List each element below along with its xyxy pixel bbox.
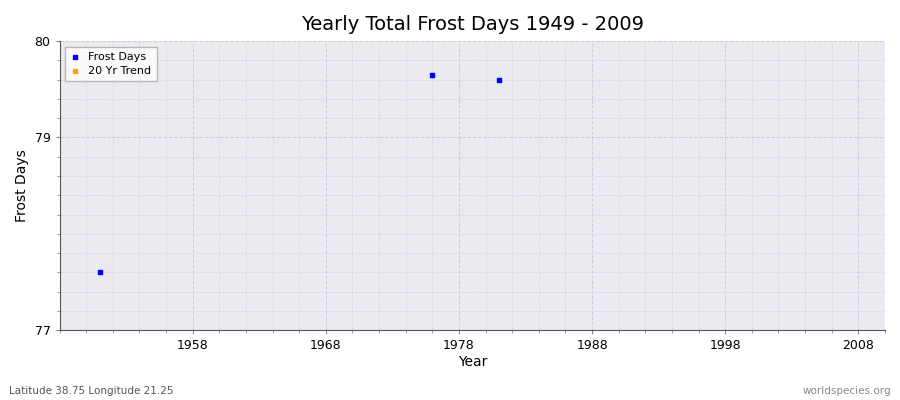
Legend: Frost Days, 20 Yr Trend: Frost Days, 20 Yr Trend bbox=[65, 47, 158, 81]
Title: Yearly Total Frost Days 1949 - 2009: Yearly Total Frost Days 1949 - 2009 bbox=[301, 15, 644, 34]
Frost Days bbox=[425, 72, 439, 78]
Text: worldspecies.org: worldspecies.org bbox=[803, 386, 891, 396]
Frost Days bbox=[491, 76, 506, 83]
Text: Latitude 38.75 Longitude 21.25: Latitude 38.75 Longitude 21.25 bbox=[9, 386, 174, 396]
X-axis label: Year: Year bbox=[457, 355, 487, 369]
Y-axis label: Frost Days: Frost Days bbox=[15, 149, 29, 222]
Frost Days bbox=[93, 269, 107, 276]
